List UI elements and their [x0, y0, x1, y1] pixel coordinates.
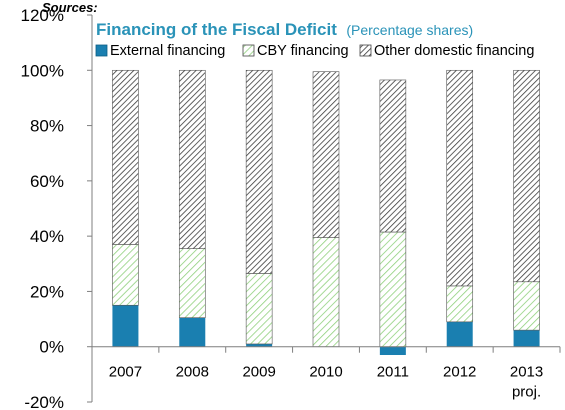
chart-title-block: Financing of the Fiscal Deficit (Percent…: [96, 20, 473, 39]
bar-segment-cby-financing: [178, 248, 206, 318]
bars: [112, 69, 540, 356]
bar-segment-external-financing: [446, 321, 473, 347]
y-tick-label: 120%: [21, 6, 64, 25]
source-note: Sources:: [42, 0, 98, 15]
x-tick-sublabel: proj.: [512, 384, 541, 401]
x-axis: 2007 2008 2009 2010 2011 2012 2013 proj.: [91, 346, 561, 401]
bar-segment-other-domestic-financing: [513, 69, 540, 283]
bar-segment-external-financing: [112, 305, 139, 347]
legend-label: CBY financing: [257, 43, 349, 59]
bar-segment-external-financing: [379, 346, 406, 356]
bar-segment-other-domestic-financing: [379, 79, 407, 233]
legend-label: External financing: [110, 43, 225, 59]
bar-segment-cby-financing: [446, 285, 474, 323]
x-tick-label: 2012: [443, 364, 476, 381]
chart-subtitle: (Percentage shares): [346, 22, 473, 38]
svg-text:Financing of the Fiscal Defici: Financing of the Fiscal Deficit (Percent…: [96, 20, 473, 39]
bar-segment-other-domestic-financing: [312, 71, 340, 238]
y-axis: -20% 0% 20% 40% 60% 80% 100% 120%: [21, 6, 93, 410]
bar-segment-other-domestic-financing: [112, 69, 139, 245]
y-tick-label: 0%: [39, 338, 64, 357]
legend-label: Other domestic financing: [374, 43, 534, 59]
y-tick-label: 40%: [30, 227, 64, 246]
legend-swatch: [359, 44, 372, 57]
x-tick-label: 2010: [309, 364, 342, 381]
bar-segment-other-domestic-financing: [178, 69, 206, 249]
legend-swatch: [242, 44, 255, 57]
y-tick-label: 20%: [30, 282, 64, 301]
bar-segment-other-domestic-financing: [245, 69, 273, 274]
bar-segment-other-domestic-financing: [446, 69, 474, 287]
x-tick-label: 2007: [109, 364, 142, 381]
bar-segment-external-financing: [246, 343, 273, 347]
x-tick-label: 2013: [510, 364, 543, 381]
bar-segment-cby-financing: [112, 244, 139, 306]
bar-segment-external-financing: [513, 330, 540, 347]
legend-swatch: [95, 44, 108, 57]
bar-segment-cby-financing: [513, 281, 540, 331]
x-tick-label: 2009: [242, 364, 275, 381]
bar-segment-cby-financing: [312, 237, 340, 348]
legend: External financing CBY financing Other dom…: [95, 43, 534, 59]
y-tick-label: -20%: [24, 393, 64, 410]
bar-segment-cby-financing: [379, 231, 407, 348]
x-tick-label: 2008: [176, 364, 209, 381]
y-tick-label: 60%: [30, 172, 64, 191]
chart-title: Financing of the Fiscal Deficit: [96, 20, 337, 39]
bar-segment-cby-financing: [245, 273, 273, 345]
y-tick-label: 80%: [30, 117, 64, 136]
y-tick-label: 100%: [21, 61, 64, 80]
bar-segment-external-financing: [179, 317, 206, 347]
x-tick-label: 2011: [377, 364, 409, 381]
